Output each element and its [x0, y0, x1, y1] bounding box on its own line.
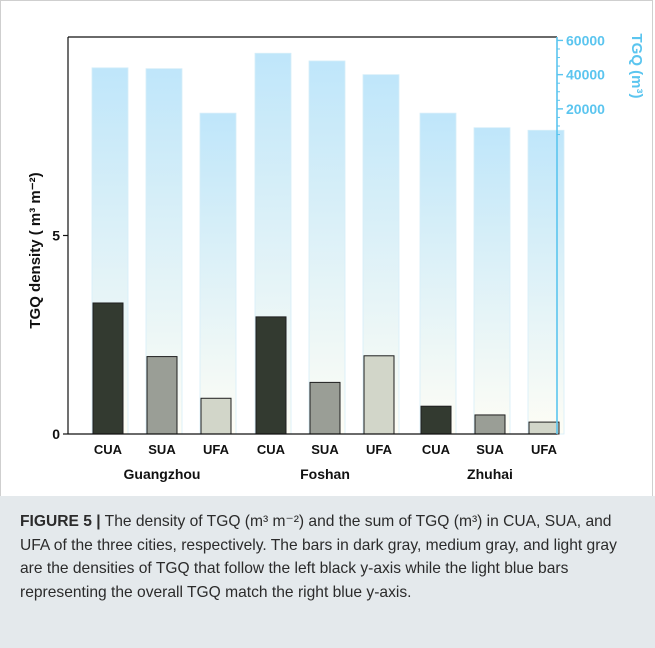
x-tick-label-zhuhai-sua: SUA [476, 442, 504, 457]
tgq-density-bar-zhuhai-sua [474, 414, 506, 435]
tgq-total-bar-zhuhai-cua [419, 112, 457, 435]
tgq-density-bar-zhuhai-cua [420, 405, 452, 435]
tgq-density-bar-foshan-sua [309, 381, 341, 435]
right-tick-label-60000: 60000 [566, 32, 605, 48]
tgq-density-bar-foshan-cua [255, 316, 287, 435]
right-tick-label-40000: 40000 [566, 67, 605, 83]
x-tick-label-zhuhai-ufa: UFA [531, 442, 558, 457]
right-axis-title: TGQ (m³) [628, 34, 645, 99]
x-tick-label-guangzhou-cua: CUA [94, 442, 123, 457]
tgq-total-bar-foshan-sua [308, 60, 346, 435]
tgq-density-bar-foshan-ufa [363, 355, 395, 435]
x-tick-label-foshan-ufa: UFA [366, 442, 393, 457]
group-label-guangzhou: Guangzhou [124, 466, 201, 482]
tgq-total-bar-zhuhai-sua [473, 127, 511, 435]
x-tick-label-zhuhai-cua: CUA [422, 442, 451, 457]
right-tick-label-20000: 20000 [566, 101, 605, 117]
caption-label: FIGURE 5 | [20, 513, 101, 530]
left-tick-label-0: 0 [52, 426, 60, 442]
tgq-density-bar-guangzhou-cua [92, 302, 124, 435]
left-axis-title: TGQ density ( m³ m⁻²) [27, 172, 44, 328]
x-tick-label-foshan-cua: CUA [257, 442, 286, 457]
left-tick-label-5: 5 [52, 228, 60, 244]
caption-text: The density of TGQ (m³ m⁻²) and the sum … [20, 513, 617, 601]
tgq-density-bar-guangzhou-sua [146, 356, 178, 435]
tgq-density-bar-guangzhou-ufa [200, 397, 232, 435]
x-tick-label-guangzhou-sua: SUA [148, 442, 176, 457]
figure-caption: FIGURE 5 | The density of TGQ (m³ m⁻²) a… [0, 496, 655, 648]
tgq-density-bar-zhuhai-ufa [528, 421, 560, 435]
x-tick-label-guangzhou-ufa: UFA [203, 442, 230, 457]
tgq-total-bar-zhuhai-ufa [527, 129, 565, 435]
tgq-total-bar-guangzhou-ufa [199, 112, 237, 435]
x-tick-label-foshan-sua: SUA [311, 442, 339, 457]
group-label-foshan: Foshan [300, 466, 350, 482]
group-label-zhuhai: Zhuhai [467, 466, 513, 482]
